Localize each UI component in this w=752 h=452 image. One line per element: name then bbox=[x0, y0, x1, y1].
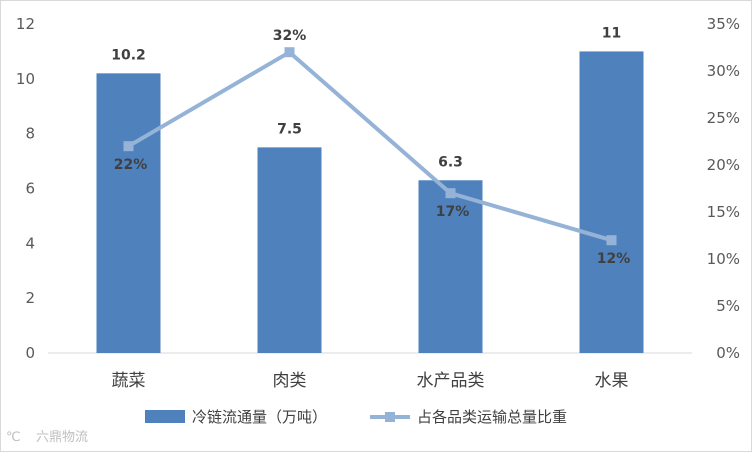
watermark-text: 六鼎物流 bbox=[36, 430, 88, 445]
watermark-logo-icon: ℃ bbox=[6, 430, 21, 445]
right-axis-tick-label: 5% bbox=[716, 297, 740, 315]
line-point bbox=[123, 141, 134, 152]
line-point bbox=[445, 188, 456, 199]
category-label: 水果 bbox=[595, 371, 629, 391]
left-axis-tick-label: 8 bbox=[25, 125, 35, 143]
line-data-labels: 22% 32% 17% 12% bbox=[114, 28, 631, 267]
right-axis-tick-label: 25% bbox=[707, 109, 740, 127]
line-data-label: 17% bbox=[436, 204, 470, 220]
bar bbox=[257, 147, 322, 353]
right-axis-tick-label: 30% bbox=[707, 62, 740, 80]
legend-line-marker bbox=[385, 412, 395, 422]
bar bbox=[96, 73, 161, 353]
bar-data-label: 6.3 bbox=[438, 154, 463, 170]
line-series bbox=[123, 47, 617, 246]
bar bbox=[579, 51, 644, 354]
category-label: 水产品类 bbox=[417, 371, 485, 391]
bar bbox=[418, 180, 483, 353]
left-axis-tick-label: 0 bbox=[25, 344, 35, 362]
line-point bbox=[606, 235, 617, 246]
line-data-label: 12% bbox=[597, 251, 631, 267]
legend-bar-label: 冷链流通量（万吨） bbox=[192, 408, 327, 426]
line-data-label: 32% bbox=[273, 28, 307, 44]
watermark: ℃ 六鼎物流 bbox=[6, 430, 88, 445]
right-axis-tick-label: 10% bbox=[707, 250, 740, 268]
series-line bbox=[127, 50, 613, 243]
category-labels: 蔬菜 肉类 水产品类 水果 bbox=[112, 371, 629, 391]
legend-line-label: 占各品类运输总量比重 bbox=[417, 408, 567, 426]
legend-bar-swatch bbox=[145, 410, 185, 423]
line-point bbox=[284, 47, 295, 58]
bar-series bbox=[96, 51, 644, 354]
line-data-label: 22% bbox=[114, 157, 148, 173]
right-axis-ticks: 0% 5% 10% 15% 20% 25% 30% 35% bbox=[707, 15, 740, 362]
bar-data-label: 7.5 bbox=[277, 121, 302, 137]
right-axis-tick-label: 0% bbox=[716, 344, 740, 362]
left-axis-tick-label: 10 bbox=[16, 70, 35, 88]
bar-data-labels: 10.2 7.5 6.3 11 bbox=[111, 25, 621, 170]
right-axis-tick-label: 15% bbox=[707, 203, 740, 221]
right-axis-tick-label: 20% bbox=[707, 156, 740, 174]
category-label: 肉类 bbox=[273, 371, 307, 391]
left-axis-tick-label: 2 bbox=[25, 289, 35, 307]
right-axis-tick-label: 35% bbox=[707, 15, 740, 33]
category-label: 蔬菜 bbox=[112, 371, 146, 391]
bar-data-label: 11 bbox=[602, 25, 621, 41]
left-axis-tick-label: 12 bbox=[16, 15, 35, 33]
legend: 冷链流通量（万吨） 占各品类运输总量比重 bbox=[145, 408, 567, 426]
bar-data-label: 10.2 bbox=[111, 47, 146, 63]
left-axis-tick-label: 4 bbox=[25, 234, 35, 252]
left-axis-tick-label: 6 bbox=[25, 180, 35, 198]
left-axis-ticks: 0 2 4 6 8 10 12 bbox=[16, 15, 35, 362]
